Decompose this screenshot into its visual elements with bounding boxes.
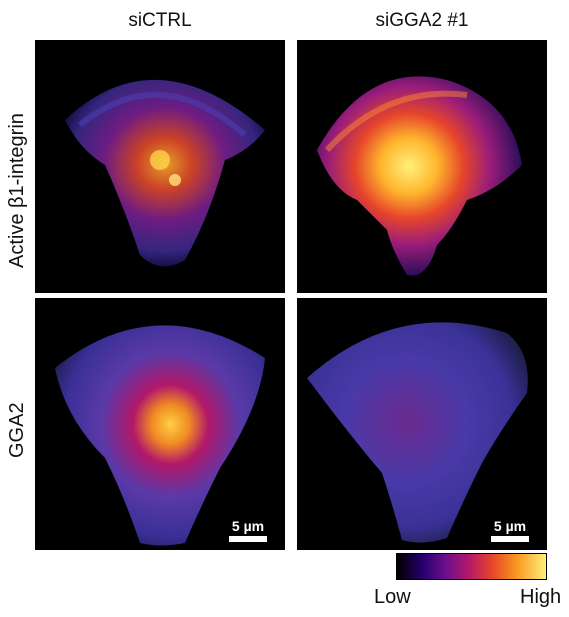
colorbar [396,553,547,580]
column-title-sigga2: siGGA2 #1 [375,10,469,31]
row-label-active-b1-integrin: Active β1-integrin [6,113,28,268]
panel-sigga2-integrin [297,40,547,293]
panel-sictrl-gga2: 5 µm [35,298,285,550]
colorbar-low-label: Low [374,586,411,608]
cell-shape [307,322,528,543]
scale-bar-label: 5 µm [493,518,527,534]
scale-bar-line [491,536,529,542]
colorbar-high-label: High [520,586,562,608]
scale-bar-line [229,536,267,542]
scale-bar-label: 5 µm [231,518,265,534]
column-title-sictrl: siCTRL [128,10,192,31]
row-label-gga2: GGA2 [6,402,28,458]
panel-sictrl-integrin [35,40,285,293]
scale-bar-left: 5 µm [223,518,273,542]
cell-shape [65,79,265,267]
cell-shape [55,325,265,546]
panel-sigga2-gga2: 5 µm [297,298,547,550]
scale-bar-right: 5 µm [485,518,535,542]
cell-shape [317,76,522,276]
